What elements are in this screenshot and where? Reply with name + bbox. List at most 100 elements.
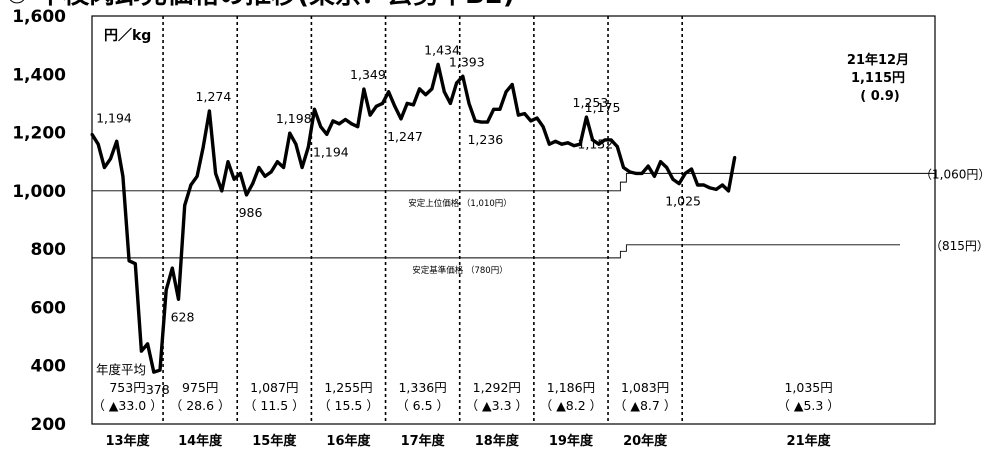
data-point bbox=[683, 171, 687, 175]
data-point bbox=[677, 182, 681, 186]
data-point bbox=[102, 166, 106, 170]
data-point bbox=[615, 145, 619, 149]
data-point bbox=[603, 138, 607, 142]
data-point bbox=[584, 115, 588, 119]
data-point bbox=[195, 174, 199, 178]
annual-avg-price: 753円 bbox=[109, 380, 145, 395]
reference-lines: 安定上位価格 （1,010円）（1,060円）安定基準価格 （780円）（815… bbox=[92, 167, 990, 276]
fiscal-year-label: 17年度 bbox=[401, 433, 446, 449]
y-tick-label: 1,000 bbox=[12, 182, 66, 202]
plot-area bbox=[91, 15, 936, 425]
annual-avg-price: 1,083円 bbox=[621, 380, 669, 395]
data-point bbox=[177, 297, 181, 301]
data-point bbox=[269, 170, 273, 174]
data-point bbox=[510, 82, 514, 86]
data-label: 1,025 bbox=[665, 194, 701, 209]
data-point bbox=[628, 170, 632, 174]
data-label: 1,236 bbox=[467, 132, 503, 147]
data-point bbox=[146, 342, 150, 346]
latest-month-label: 21年12月 bbox=[847, 52, 909, 68]
data-point bbox=[282, 166, 286, 170]
data-point bbox=[479, 120, 483, 124]
annual-avg-price: 1,255円 bbox=[324, 380, 372, 395]
y-tick-label: 600 bbox=[31, 298, 67, 318]
fiscal-year-label: 19年度 bbox=[549, 433, 594, 449]
data-point bbox=[232, 177, 236, 181]
data-point bbox=[90, 132, 94, 136]
data-point bbox=[504, 90, 508, 94]
fiscal-year-labels: 13年度 14年度 15年度 16年度 17年度 18年度 19年度 20年度 21年度 bbox=[105, 433, 831, 449]
data-point bbox=[418, 87, 422, 91]
data-point bbox=[405, 101, 409, 105]
data-point bbox=[393, 104, 397, 108]
data-point bbox=[467, 101, 471, 105]
annual-avg-price: 1,087円 bbox=[250, 380, 298, 395]
data-point bbox=[245, 193, 248, 197]
data-point bbox=[560, 142, 564, 146]
y-tick-label: 200 bbox=[31, 415, 67, 435]
data-point bbox=[473, 119, 477, 123]
data-point bbox=[127, 259, 131, 263]
data-point bbox=[164, 288, 168, 292]
fiscal-year-label: 14年度 bbox=[178, 433, 223, 449]
data-point bbox=[275, 160, 279, 164]
price-series bbox=[90, 62, 737, 374]
data-point bbox=[547, 142, 551, 146]
annual-avg-price: 1,035円 bbox=[784, 380, 832, 395]
reference-new-value-label: （1,060円） bbox=[920, 167, 990, 181]
data-label: 1,434 bbox=[424, 42, 460, 57]
data-point bbox=[226, 160, 230, 164]
data-label: 628 bbox=[171, 309, 195, 324]
data-point bbox=[121, 174, 125, 178]
annual-avg-change: （ 15.5 ） bbox=[318, 398, 379, 413]
data-point bbox=[387, 90, 391, 94]
annual-avg-change: （ 6.5 ） bbox=[396, 398, 449, 413]
data-label: 1,152 bbox=[577, 137, 613, 152]
data-label: 1,274 bbox=[196, 89, 232, 104]
fiscal-year-dividers bbox=[162, 16, 683, 424]
annual-avg-change: （ ▲3.3 ） bbox=[466, 398, 528, 413]
data-point bbox=[183, 203, 187, 207]
data-point bbox=[319, 125, 323, 129]
annual-avg-price: 975円 bbox=[182, 380, 218, 395]
data-point bbox=[516, 113, 520, 117]
data-point bbox=[331, 119, 335, 123]
data-point bbox=[448, 101, 452, 105]
data-point bbox=[640, 171, 644, 175]
annual-avg-change: （ 11.5 ） bbox=[244, 398, 305, 413]
data-label: 1,194 bbox=[313, 144, 349, 159]
data-point bbox=[115, 139, 119, 143]
y-tick-label: 400 bbox=[31, 357, 67, 377]
y-tick-label: 1,200 bbox=[12, 124, 66, 144]
data-point bbox=[288, 131, 292, 135]
data-point bbox=[350, 122, 354, 126]
data-point bbox=[214, 171, 218, 175]
data-point bbox=[535, 116, 539, 120]
annual-avg-price: 1,186円 bbox=[547, 380, 595, 395]
annual-avg-change: （ ▲33.0 ） bbox=[92, 398, 162, 413]
fiscal-year-label: 16年度 bbox=[326, 433, 371, 449]
fiscal-year-label: 13年度 bbox=[105, 433, 150, 449]
reference-line bbox=[92, 172, 935, 192]
fiscal-year-label: 18年度 bbox=[475, 433, 520, 449]
data-point bbox=[220, 189, 224, 193]
data-point bbox=[609, 138, 613, 142]
data-label: 1,198 bbox=[276, 111, 312, 126]
data-label: 1,194 bbox=[96, 110, 132, 125]
annual-avg-change: （ ▲5.3 ） bbox=[777, 398, 839, 413]
fiscal-year-label: 15年度 bbox=[252, 433, 297, 449]
data-point bbox=[665, 166, 669, 170]
data-point bbox=[554, 139, 557, 143]
data-point bbox=[362, 87, 366, 91]
data-point bbox=[727, 189, 731, 193]
data-label: 1,253 bbox=[573, 95, 609, 110]
annual-avg-change: （ 28.6 ） bbox=[170, 398, 231, 413]
latest-change-label: ( 0.9) bbox=[860, 89, 899, 104]
data-point bbox=[337, 122, 341, 126]
data-point bbox=[189, 183, 193, 187]
data-point bbox=[689, 167, 693, 171]
data-label: 1,247 bbox=[387, 129, 423, 144]
data-point bbox=[720, 183, 724, 187]
data-point bbox=[300, 166, 304, 170]
latest-price-label: 1,115円 bbox=[851, 71, 905, 86]
